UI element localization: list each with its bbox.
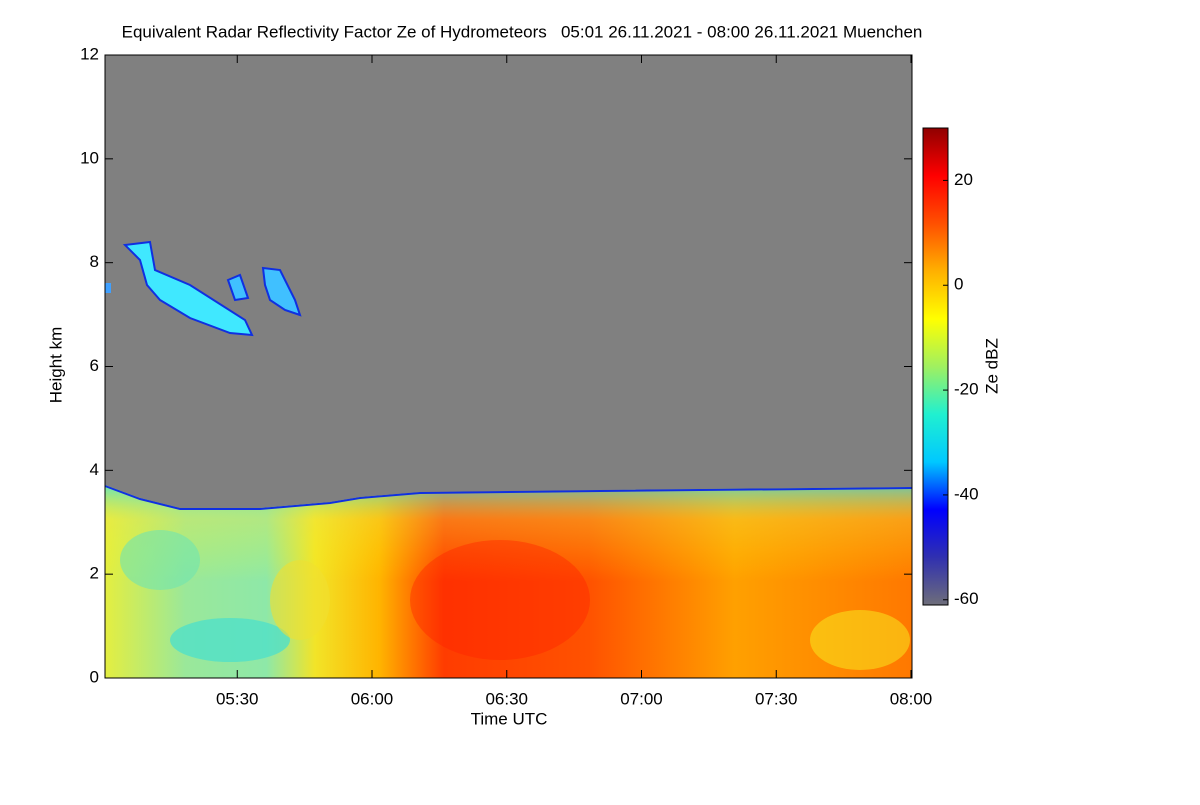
y-axis-label: Height km (46, 327, 65, 404)
colorbar-tick-label: -60 (954, 589, 979, 608)
y-tick-label: 2 (90, 564, 99, 583)
y-tick-label: 12 (80, 44, 99, 63)
y-tick-label: 10 (80, 148, 99, 167)
y-tick-label: 0 (90, 667, 99, 686)
colorbar-tick-label: 0 (954, 275, 963, 294)
colorbar (922, 127, 949, 606)
x-tick-label: 06:30 (485, 689, 528, 708)
x-tick-label: 08:00 (890, 689, 933, 708)
heatmap-image (104, 55, 913, 678)
colorbar-tick-label: 20 (954, 170, 973, 189)
y-tick-label: 4 (90, 460, 99, 479)
colorbar-tick-label: -40 (954, 484, 979, 503)
y-tick-label: 6 (90, 356, 99, 375)
colorbar-tick-label: -20 (954, 380, 979, 399)
x-tick-label: 05:30 (216, 689, 259, 708)
x-tick-label: 07:30 (755, 689, 798, 708)
x-tick-label: 07:00 (620, 689, 663, 708)
x-tick-label: 06:00 (351, 689, 394, 708)
x-axis-label: Time UTC (471, 709, 548, 728)
y-tick-label: 8 (90, 252, 99, 271)
chart-title: Equivalent Radar Reflectivity Factor Ze … (122, 22, 923, 41)
colorbar-label: Ze dBZ (982, 338, 1001, 394)
